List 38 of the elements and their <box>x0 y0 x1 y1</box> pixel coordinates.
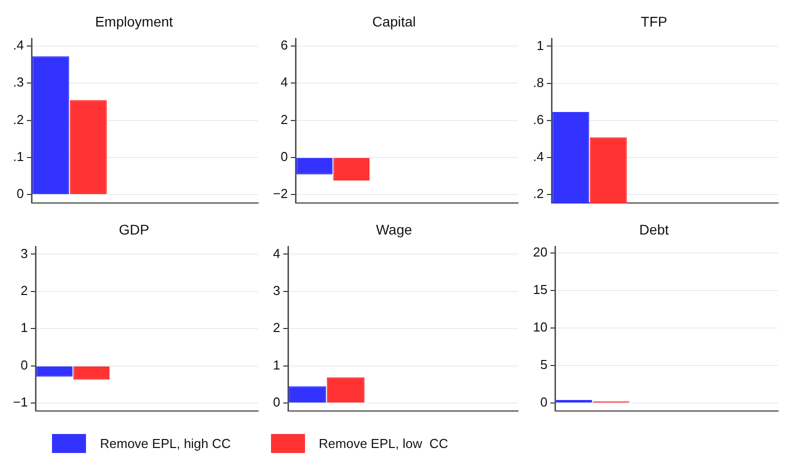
y-tick-label: 5 <box>540 356 548 372</box>
y-tick-label: .4 <box>13 37 24 52</box>
y-tick-label: .2 <box>13 112 24 127</box>
y-tick-label: 4 <box>272 246 280 261</box>
y-tick-label: 0 <box>280 149 288 164</box>
y-tick-label: 1 <box>272 357 280 372</box>
chart-title: Wage <box>376 221 412 238</box>
y-tick-label: 0 <box>540 394 548 410</box>
chart-title: GDP <box>118 221 150 238</box>
chart-title: Employment <box>95 13 174 30</box>
y-tick-label: −1 <box>12 394 28 410</box>
y-tick-label: 3 <box>20 246 28 261</box>
y-tick-label: 1 <box>536 38 544 53</box>
chart-title: TFP <box>640 13 668 30</box>
y-tick-label: .2 <box>533 186 544 202</box>
y-tick-label: 0 <box>16 186 24 202</box>
y-tick-label: 0 <box>272 394 280 410</box>
chart-title: Debt <box>639 221 669 238</box>
y-tick-label: .1 <box>13 149 24 164</box>
y-tick-label: 2 <box>20 283 28 298</box>
y-tick-label: 15 <box>532 282 548 297</box>
y-tick-label: .6 <box>533 112 544 127</box>
y-tick-label: .8 <box>533 74 544 90</box>
y-tick-label: 3 <box>272 283 280 298</box>
y-tick-label: 2 <box>272 320 280 336</box>
y-tick-label: 20 <box>532 244 548 260</box>
y-tick-label: .3 <box>13 74 24 90</box>
y-tick-label: 2 <box>280 112 288 127</box>
y-tick-label: 6 <box>280 37 288 52</box>
y-tick-label: 0 <box>20 357 28 372</box>
y-tick-label: −2 <box>272 186 288 202</box>
y-tick-label: 1 <box>20 320 28 336</box>
legend-label: Remove EPL, low CC <box>318 436 448 451</box>
y-tick-label: 4 <box>280 74 288 90</box>
y-tick-label: .4 <box>533 149 544 164</box>
chart-title: Capital <box>372 13 416 30</box>
y-tick-label: 10 <box>532 319 548 334</box>
legend-label: Remove EPL, high CC <box>100 436 231 451</box>
